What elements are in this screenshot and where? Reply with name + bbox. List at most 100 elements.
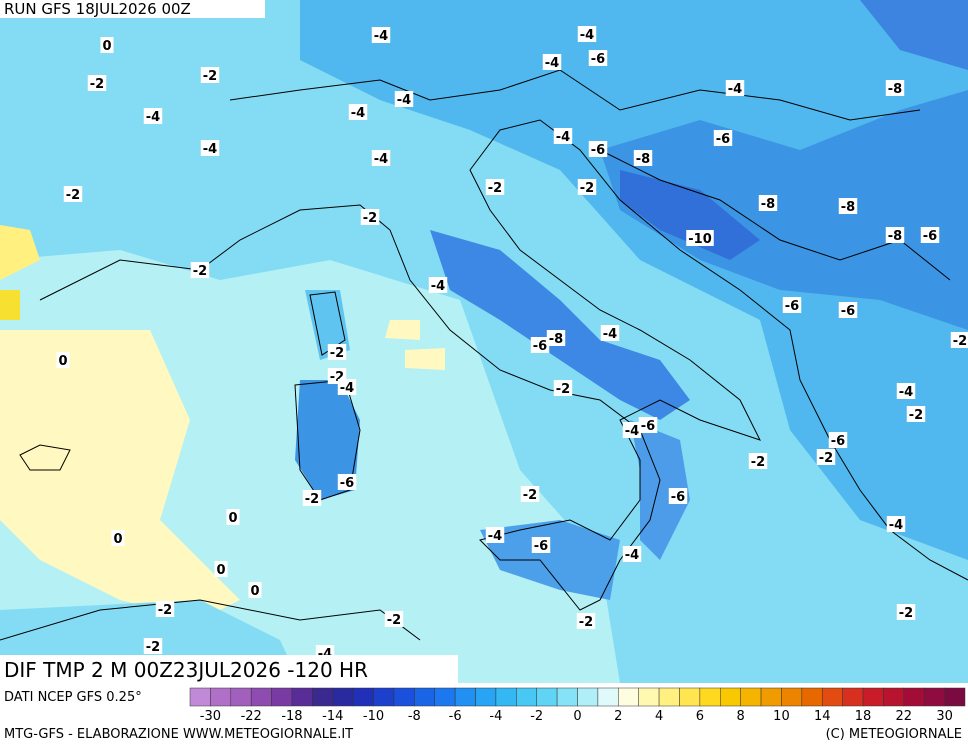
contour-label: -6 [785,299,799,314]
contour-label-box [828,432,848,448]
contour-label: -4 [374,152,388,167]
contour-label-box [622,422,642,438]
contour-label-box [920,227,940,243]
contour-label: -8 [841,200,855,215]
contour-label: -2 [363,211,377,226]
contour-label: -6 [671,490,685,505]
run-label: RUN GFS 18JUL2026 00Z [4,0,191,18]
source-label: DATI NCEP GFS 0.25° [4,690,142,705]
contour-label-box [360,209,380,225]
header-box [0,0,265,18]
colorbar-swatch [699,687,721,707]
contour-label: -4 [625,548,639,563]
contour-label: -8 [888,229,902,244]
colorbar-swatch [577,687,599,707]
contour-label-box [725,80,745,96]
colorbar-swatch [454,687,476,707]
contour-label-box [302,490,322,506]
colorbar-label: 8 [737,709,745,724]
contour-label: -4 [899,385,913,400]
contour-label: -4 [431,279,445,294]
contour-label: -2 [158,603,172,618]
contour-label: -2 [387,613,401,628]
contour-label-box [63,186,83,202]
contour-label-box [248,582,262,598]
colorbar-swatch [189,687,211,707]
contour-label: -4 [203,142,217,157]
contour-label: -4 [488,529,502,544]
contour-label-box [428,277,448,293]
contour-label-box [782,297,802,313]
contour-label-box [686,230,714,246]
contour-label-box [546,330,566,346]
contour-label: -2 [580,181,594,196]
contour-label-box [838,302,858,318]
colorbar-swatch [332,687,354,707]
contour-label: -2 [193,264,207,279]
contour-label-box [713,130,733,146]
colorbar-swatch [862,687,884,707]
contour-label-box [384,611,404,627]
colorbar-label: 2 [614,709,622,724]
contour-label-box [371,150,391,166]
colorbar-swatch [291,687,313,707]
contour-label-box [143,638,163,654]
contour-label: -2 [751,455,765,470]
title-box [0,655,458,683]
colorbar-swatch [434,687,456,707]
contour-label: 0 [102,39,111,54]
contour-label-box [577,179,597,195]
contour-label-box [886,516,906,532]
colorbar-swatch [842,687,864,707]
contour-label-box [200,67,220,83]
colorbar-label: 14 [814,709,831,724]
contour-label: -6 [340,476,354,491]
colorbar-swatch [944,687,966,707]
contour-label-box [896,383,916,399]
contour-label: -6 [533,339,547,354]
contour-label: -4 [351,106,365,121]
contour-label: -4 [340,381,354,396]
contour-label: -4 [580,28,594,43]
contour-label-box [394,91,414,107]
contour-label: -2 [909,408,923,423]
contour-label-box [87,75,107,91]
contour-label-box [748,453,768,469]
contour-label: -2 [953,334,967,349]
contour-label-box [600,325,620,341]
contour-label: -2 [330,346,344,361]
contour-label-box [577,26,597,42]
contour-label-box [816,449,836,465]
contour-label: -6 [641,419,655,434]
contour-label: -6 [591,143,605,158]
contour-label-box [906,406,926,422]
colorbar-swatch [638,687,660,707]
contour-label: -8 [636,152,650,167]
contour-label: -2 [819,451,833,466]
contour-label: -4 [374,29,388,44]
contour-label: -2 [579,615,593,630]
contour-label: -8 [549,332,563,347]
colorbar-swatch [720,687,741,707]
colorbar-swatch [679,687,701,707]
colorbar-swatch [760,687,782,707]
contour-label-box [111,530,125,546]
contour-label: -4 [397,93,411,108]
colorbar-swatch [556,687,578,707]
contour-label-box [485,179,505,195]
contour-label-box [327,344,347,360]
colorbar-swatch [210,687,232,707]
contour-label-box [485,527,505,543]
colorbar-label: -10 [363,709,384,724]
colorbar-label: -6 [449,709,462,724]
contour-label-box [371,27,391,43]
contour-labels: 0-2-2-4-4-2-4 -4-4 -6-4-4-4-4-6-8-6-4 -8-2-… [56,26,968,662]
colorbar-swatch [312,687,334,707]
colorbar-label: -2 [530,709,543,724]
contour-label: -6 [591,52,605,67]
contour-label-box [190,262,210,278]
colorbar-swatch [414,687,435,707]
contour-label: -6 [831,434,845,449]
contour-label: -8 [761,197,775,212]
